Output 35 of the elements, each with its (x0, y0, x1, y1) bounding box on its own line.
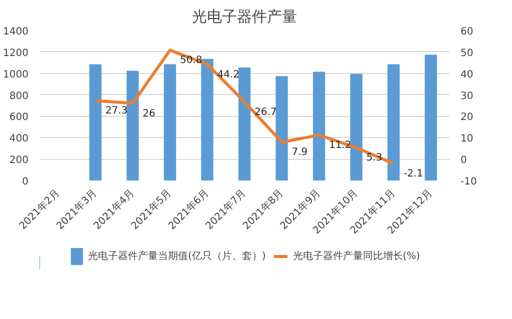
bar (89, 64, 102, 180)
data-label: 26.7 (254, 106, 277, 118)
bar (126, 70, 139, 180)
data-label: 7.9 (292, 147, 308, 158)
y-tick-label: 0 (22, 176, 29, 188)
y2-tick-label: 60 (460, 26, 474, 38)
y-tick-label: 1400 (3, 26, 29, 38)
y-tick-label: 200 (9, 155, 29, 166)
y-tick-label: 1000 (3, 69, 29, 80)
bar (276, 76, 288, 180)
bar (312, 72, 326, 180)
y-tick-label: 1200 (3, 48, 29, 59)
bar (201, 58, 214, 180)
bar (424, 54, 437, 180)
legend-label: 光电子器件产量当期值(亿只（片、套）) (88, 250, 266, 263)
y-tick-label: 600 (9, 112, 29, 124)
data-label: 11.2 (329, 140, 352, 152)
chart-title: 光电子器件产量 (192, 8, 297, 26)
data-label: -2.1 (404, 168, 424, 180)
y2-tick-label: 30 (460, 90, 474, 102)
bar (388, 64, 400, 180)
legend-label: 光电子器件产量同比增长(%) (292, 250, 420, 263)
y2-tick-label: 20 (460, 112, 474, 124)
y2-tick-label: 40 (460, 69, 474, 80)
y2-tick-label: 50 (460, 48, 474, 59)
y2-tick-label: 10 (460, 134, 474, 145)
bar (164, 64, 176, 180)
y-tick-label: 400 (9, 134, 29, 145)
data-label: 26 (142, 108, 156, 120)
line-series (94, 48, 396, 166)
bar (350, 74, 362, 180)
y-tick-label: 800 (9, 90, 29, 102)
bar (238, 68, 251, 180)
y2-tick-label: 0 (460, 155, 467, 166)
y2-tick-label: -10 (460, 176, 477, 188)
